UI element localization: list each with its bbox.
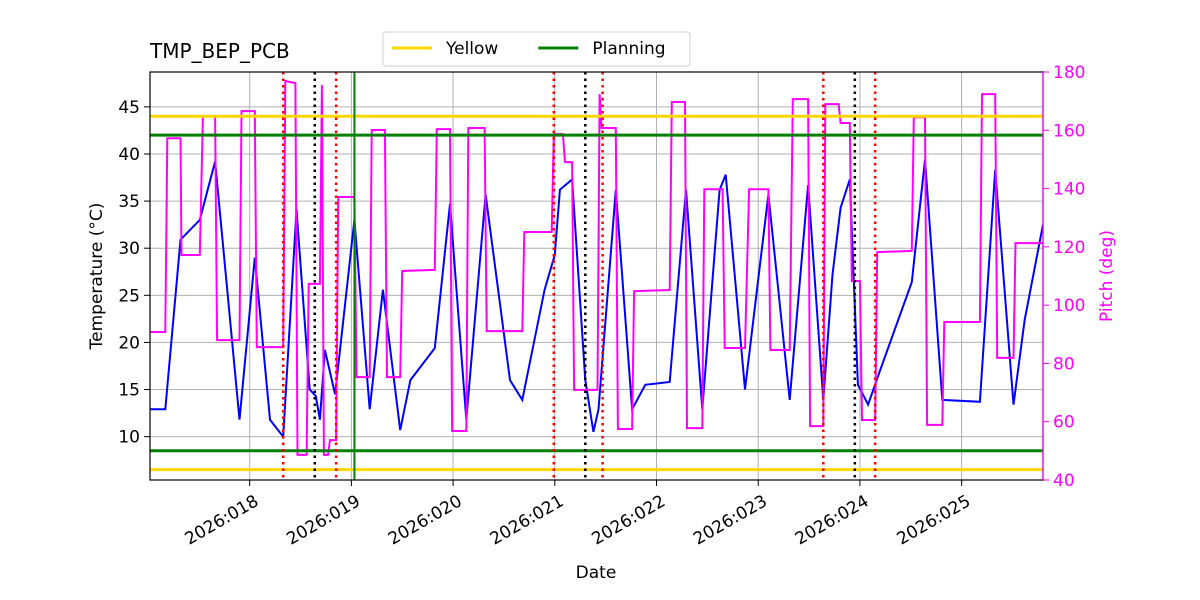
x-axis-label: Date bbox=[576, 563, 617, 583]
y-tick-label: 45 bbox=[118, 98, 140, 118]
legend-label: Yellow bbox=[445, 39, 498, 59]
y-tick-label: 10 bbox=[118, 428, 140, 448]
y2-tick-label: 140 bbox=[1053, 180, 1085, 200]
y2-tick-label: 120 bbox=[1053, 238, 1085, 258]
y2-tick-label: 100 bbox=[1053, 296, 1085, 316]
y2-tick-label: 160 bbox=[1053, 121, 1085, 141]
y-tick-label: 35 bbox=[118, 192, 140, 212]
y-axis-label: Temperature (°C) bbox=[87, 203, 107, 351]
chart-title: TMP_BEP_PCB bbox=[149, 39, 290, 63]
y2-tick-label: 80 bbox=[1053, 354, 1075, 374]
y2-tick-label: 40 bbox=[1053, 471, 1075, 491]
y-tick-label: 25 bbox=[118, 286, 140, 306]
y-tick-label: 15 bbox=[118, 381, 140, 401]
legend-label: Planning bbox=[592, 39, 665, 59]
y2-axis-label: Pitch (deg) bbox=[1097, 230, 1117, 322]
y2-tick-label: 60 bbox=[1053, 413, 1075, 433]
plot bbox=[150, 72, 1043, 480]
data-line bbox=[150, 79, 1043, 456]
y2-tick-label: 180 bbox=[1053, 63, 1085, 83]
legend-box bbox=[382, 31, 691, 67]
y-tick-label: 20 bbox=[118, 333, 140, 353]
y-tick-label: 30 bbox=[118, 239, 140, 259]
y-tick-label: 40 bbox=[118, 145, 140, 165]
